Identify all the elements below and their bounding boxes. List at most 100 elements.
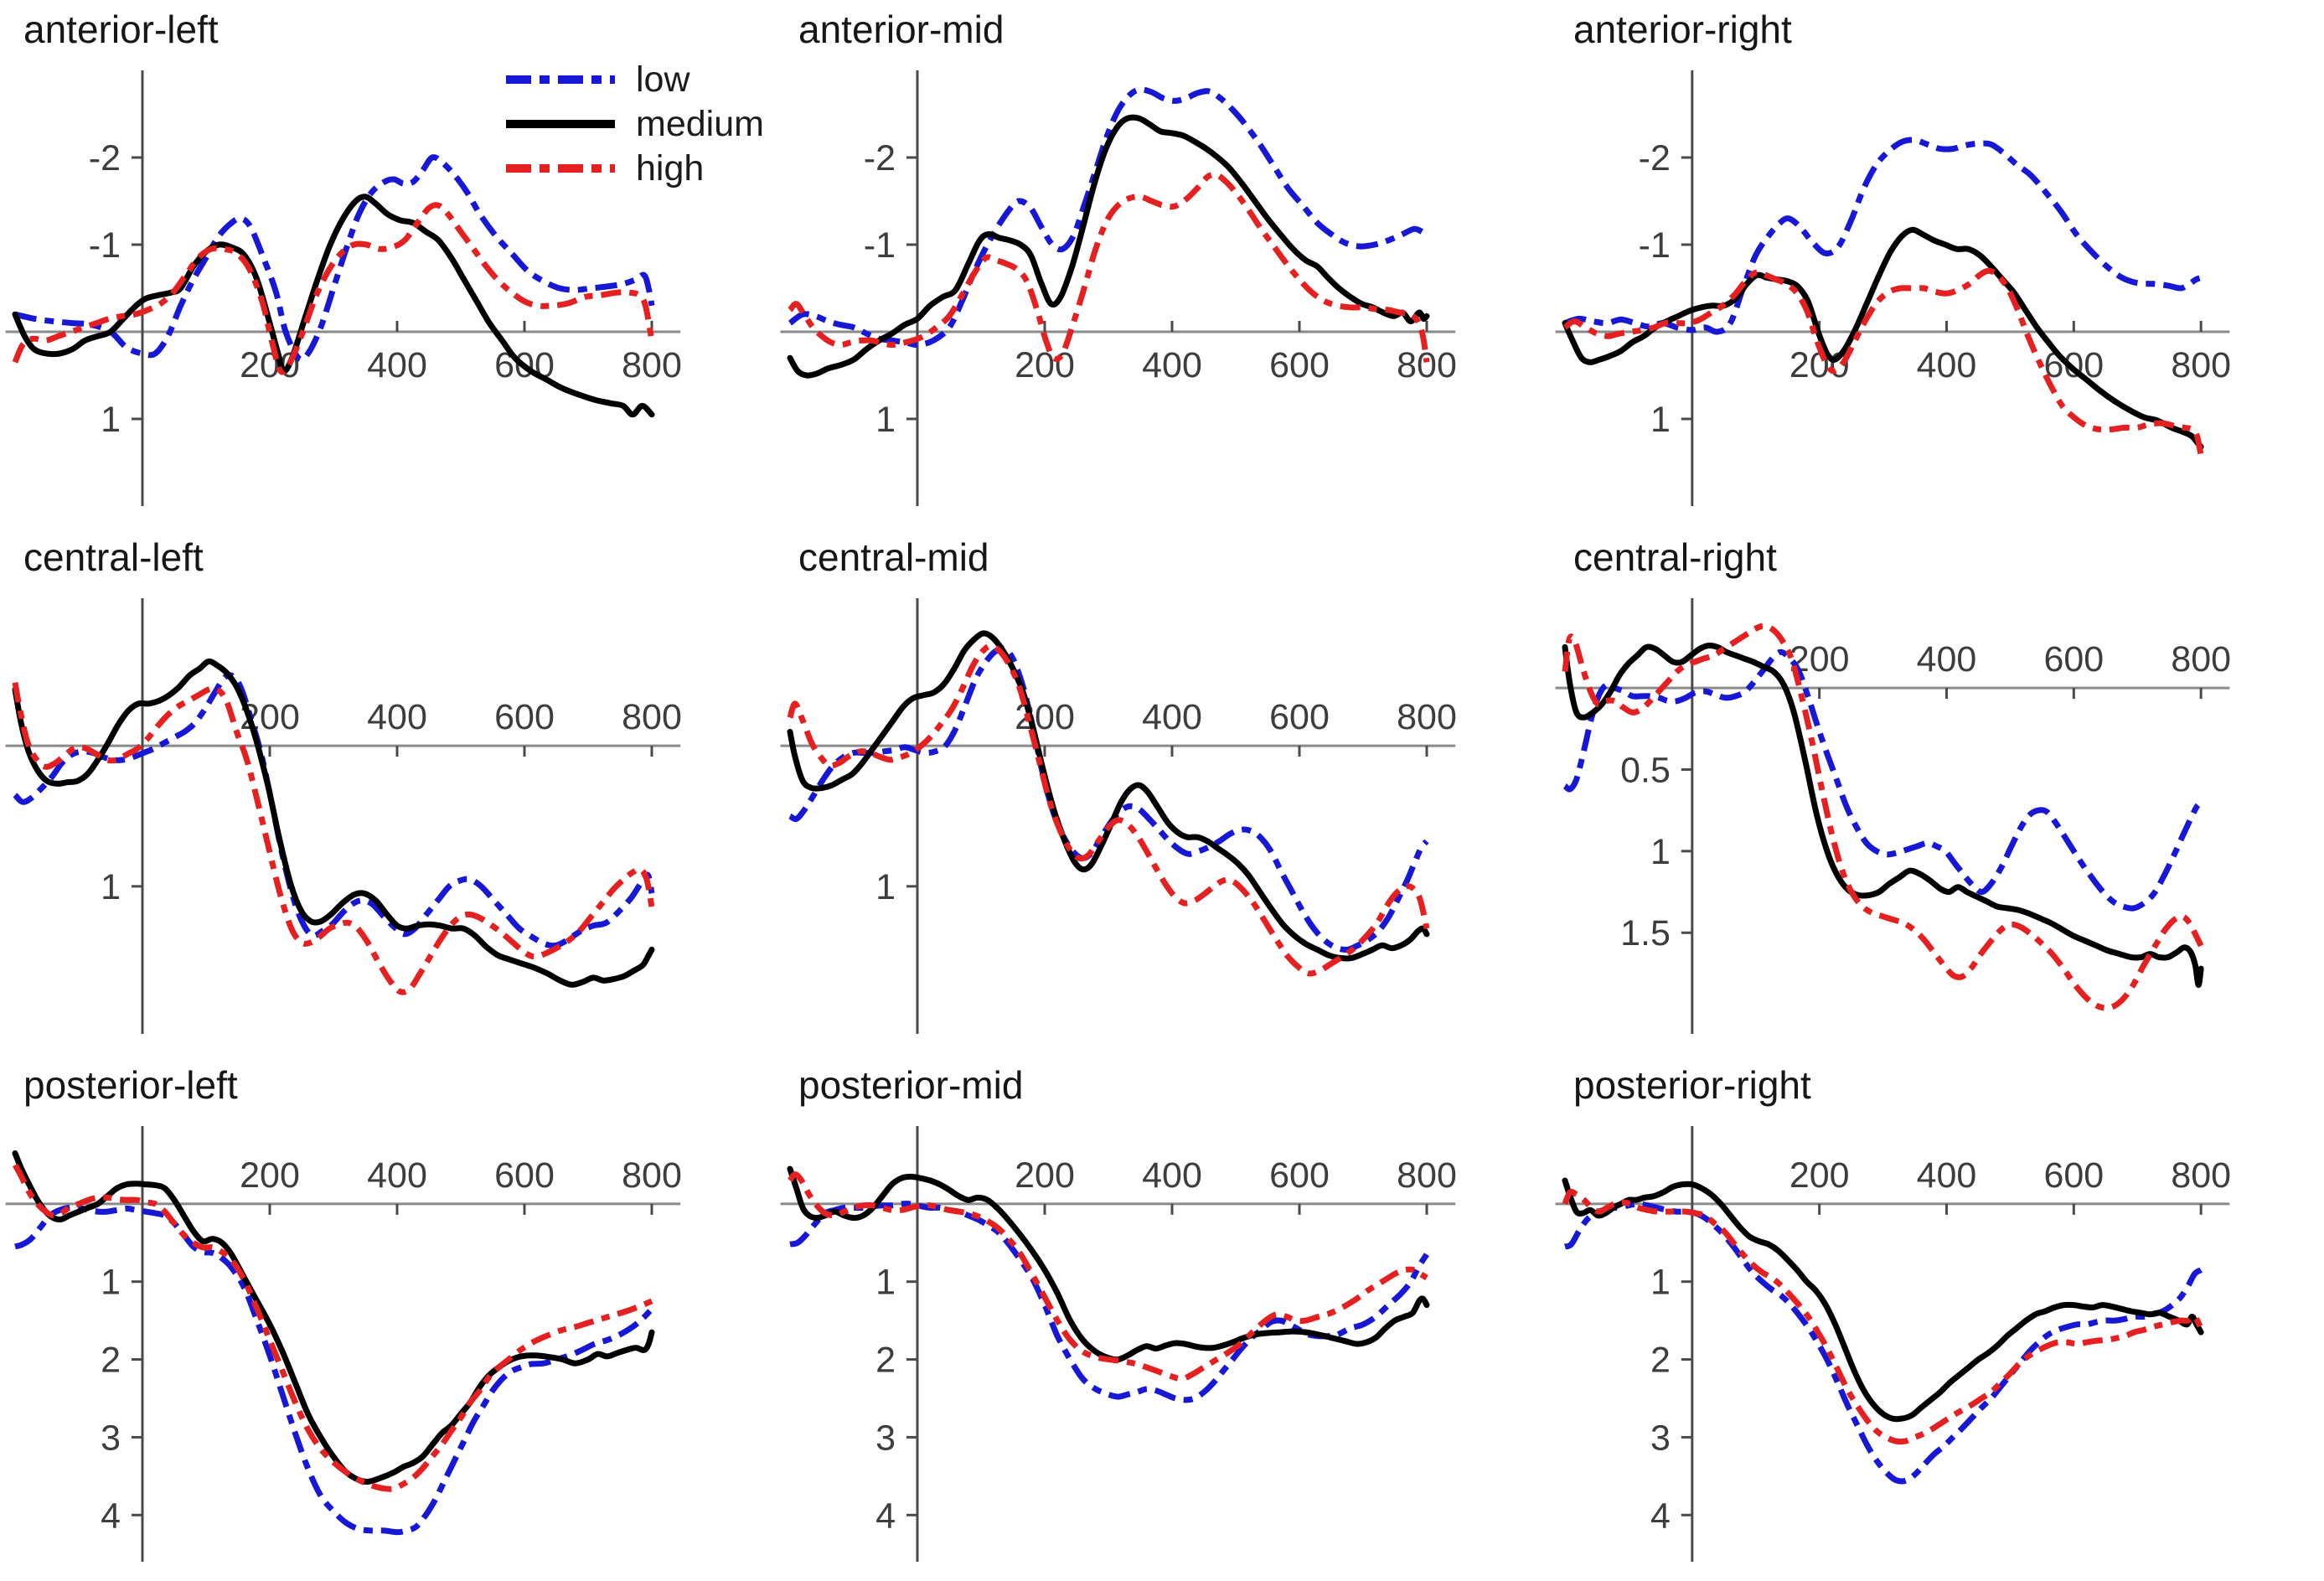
subplot-anterior-left: 200 400 600 800 -2 -1 1 anterior-left [0,0,775,528]
series-medium-line [1562,1177,2204,1423]
x-tick-label: 800 [622,1155,682,1196]
subplot-central-mid: 200 400 600 800 1 central-mid [775,528,1550,1056]
y-tick-label: 3 [875,1418,896,1458]
series-low-line [14,1204,654,1536]
subplot-anterior-right: 200 400 600 800 -2 -1 1 anterior-right [1550,0,2324,528]
series-high-line [788,171,1430,363]
y-tick-label: 1 [875,400,896,440]
x-tick-label: 800 [1397,1155,1457,1196]
subplot-posterior-right: 200 400 600 800 1 2 3 4 posterior-right [1550,1056,2324,1581]
y-tick-label: -1 [89,225,121,266]
plot-canvas: 200 400 600 800-2-11 [5,70,682,506]
series-high-line [788,1171,1428,1382]
legend-line-high-icon [506,164,615,173]
series-high-line [12,681,655,995]
y-tick-label: -1 [864,225,896,266]
y-tick-label: 2 [1650,1341,1671,1381]
x-tick-label: 800 [622,697,682,737]
x-tick-label: 200 [240,1155,300,1196]
x-tick-label: 200 [1789,1155,1850,1196]
series-high-line [1562,267,2204,457]
y-tick-label: 1 [1650,832,1671,872]
plot-canvas: 200 400 600 800-2-11 [780,70,1457,506]
x-tick-label: 400 [1142,697,1202,737]
series-high-line [787,643,1430,977]
series-medium-line [12,658,655,988]
x-tick-label: 400 [1142,1155,1202,1196]
legend-label: medium [636,103,764,144]
series-medium-line [787,114,1430,379]
subplot-title: posterior-right [1573,1063,1811,1107]
plot-canvas: 200 400 600 800 1 2 3 4 [1555,1126,2231,1562]
subplot-title: anterior-mid [798,8,1004,51]
x-tick-label: 600 [2043,639,2104,679]
series-low-line [1563,1201,2203,1485]
x-tick-label: 400 [367,697,427,737]
y-tick-label: 1 [875,1263,896,1303]
x-tick-label: 600 [1269,697,1330,737]
subplot-title: central-mid [798,535,989,579]
series-medium-line [12,194,655,418]
plot-canvas: 200 400 600 800-2-11 [1555,70,2231,506]
y-tick-label: 4 [101,1496,121,1536]
y-tick-label: 1 [101,400,121,440]
subplot-title: posterior-left [23,1063,238,1107]
series-high-line [12,1163,653,1492]
y-tick-label: 4 [875,1496,896,1536]
x-tick-label: 800 [2171,1155,2231,1196]
y-tick-label: 1 [101,867,121,907]
x-tick-label: 400 [1917,1155,1977,1196]
y-tick-label: 1 [101,1263,121,1303]
x-tick-label: 400 [367,1155,427,1196]
x-tick-label: 800 [1397,697,1457,737]
x-tick-label: 800 [2171,639,2231,679]
y-tick-label: 0.5 [1620,750,1671,790]
y-tick-label: 1 [1650,400,1671,440]
y-tick-label: 2 [101,1341,121,1381]
subplot-title: central-right [1573,535,1777,579]
x-tick-label: 600 [494,697,555,737]
legend-label: high [636,147,705,189]
series-low-line [1562,648,2203,912]
legend-line-low-icon [506,75,615,84]
y-tick-label: -2 [864,138,896,178]
subplot-title: posterior-mid [798,1063,1024,1107]
y-tick-label: -2 [89,138,121,178]
x-tick-label: 800 [2171,345,2231,385]
x-tick-label: 800 [622,345,682,385]
y-tick-label: -1 [1639,225,1671,266]
legend: low medium high [504,59,764,189]
subplot-central-left: 200 400 600 800 1 central-left [0,528,775,1056]
y-tick-label: 1 [875,867,896,907]
legend-line-medium-icon [506,120,615,128]
y-tick-label: 3 [1650,1418,1671,1458]
x-tick-label: 400 [367,345,427,385]
series-medium-line [1562,642,2204,989]
x-tick-label: 400 [1917,639,1977,679]
x-tick-label: 200 [1015,1155,1075,1196]
series-low-line [14,154,655,363]
subplot-posterior-mid: 200 400 600 800 1 2 3 4 posterior-mid [775,1056,1550,1581]
series-high-line [1562,623,2204,1011]
plot-canvas: 200 400 600 800 1 2 3 4 [5,1126,682,1562]
y-tick-label: 1.5 [1620,913,1671,953]
subplot-title: anterior-left [23,8,219,51]
x-tick-label: 600 [1269,1155,1330,1196]
series-high-line [12,202,655,375]
series-low-line [1563,137,2203,335]
y-tick-label: 4 [1650,1496,1671,1536]
x-tick-label: 800 [1397,345,1457,385]
series-medium-line [787,630,1430,962]
subplot-central-right: 200 400 600 800 0.5 1 1.5 central-right [1550,528,2324,1056]
legend-item-low: low [504,59,764,100]
subplot-anterior-mid: 200 400 600 800 -2 -1 1 anterior-mid [775,0,1550,528]
x-tick-label: 400 [1142,345,1202,385]
legend-label: low [636,59,690,100]
y-tick-label: 1 [1650,1263,1671,1303]
legend-item-high: high [504,147,764,189]
subplot-title: anterior-right [1573,8,1792,51]
